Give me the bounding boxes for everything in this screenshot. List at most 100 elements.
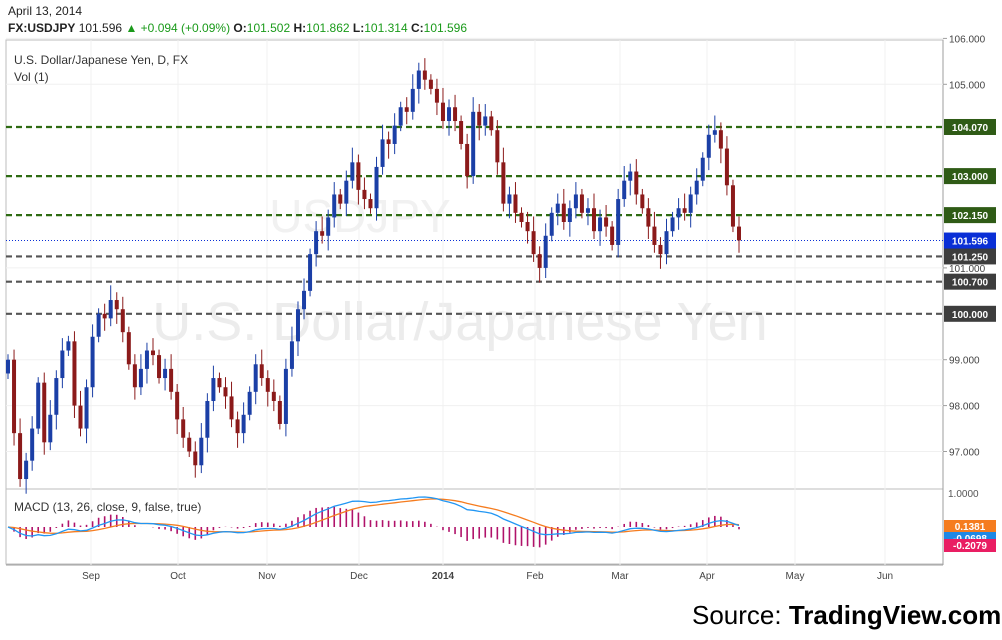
candle-body xyxy=(247,391,252,415)
level-label: 104.070 xyxy=(952,123,989,134)
candle-body xyxy=(585,208,590,213)
candle-body xyxy=(567,208,572,222)
candle-body xyxy=(507,194,512,204)
level-label: 103.000 xyxy=(952,172,989,183)
y-tick-label: 97.000 xyxy=(949,448,980,459)
candle-body xyxy=(453,107,458,122)
candle-body xyxy=(72,341,77,406)
candle-body xyxy=(163,368,168,379)
candle-body xyxy=(108,300,113,319)
candle-body xyxy=(6,359,10,374)
macd-value-tag xyxy=(944,539,996,552)
main-pane[interactable] xyxy=(5,39,944,490)
candle-body xyxy=(283,368,288,424)
candle-body xyxy=(628,171,633,181)
macd-value-tag xyxy=(944,520,996,533)
candle-body xyxy=(96,313,101,337)
candle-body xyxy=(471,111,476,177)
open-label: O: xyxy=(233,21,247,35)
candle-body xyxy=(265,378,270,392)
candle-body xyxy=(392,125,397,144)
candle-body xyxy=(350,162,355,181)
level-tag xyxy=(944,273,996,290)
candle-body xyxy=(114,300,119,310)
x-tick-label: May xyxy=(786,571,805,582)
candle-body xyxy=(36,382,41,429)
candle-body xyxy=(664,231,669,255)
candle-body xyxy=(531,231,536,255)
candle-body xyxy=(102,313,107,319)
x-tick-label: Oct xyxy=(170,571,186,582)
candle-body xyxy=(640,194,645,209)
candle-body xyxy=(495,130,500,163)
candle-body xyxy=(84,387,89,429)
candle-body xyxy=(302,290,307,310)
candle-body xyxy=(120,309,125,333)
candle-body xyxy=(144,350,149,369)
candle-body xyxy=(12,359,17,434)
candle-body xyxy=(169,368,174,392)
symbol-label[interactable]: FX:USDJPY xyxy=(8,21,76,35)
candle-body xyxy=(138,368,143,388)
watermark-text: U.S. Dollar/Japanese Yen xyxy=(152,292,767,352)
candle-body xyxy=(676,208,681,218)
candle-body xyxy=(332,194,337,218)
candle-body xyxy=(30,428,35,461)
candle-body xyxy=(622,180,627,200)
candle-body xyxy=(368,199,373,209)
close-label: C: xyxy=(410,21,424,35)
candle-body xyxy=(175,391,180,420)
chart-date: April 13, 2014 xyxy=(8,4,83,18)
candle-body xyxy=(193,451,198,466)
candle-body xyxy=(404,107,409,112)
macd-pane[interactable] xyxy=(5,488,944,565)
candles-layer[interactable] xyxy=(6,58,741,494)
level-tag xyxy=(944,207,996,224)
y-tick-label: 106.000 xyxy=(949,34,986,45)
candle-body xyxy=(579,194,584,213)
candle-body xyxy=(573,194,578,209)
candle-body xyxy=(187,437,192,452)
close-value: 101.596 xyxy=(423,21,468,35)
candle-body xyxy=(519,212,524,222)
candle-body xyxy=(326,217,331,236)
volume-label: Vol (1) xyxy=(14,70,49,84)
candle-body xyxy=(24,460,29,480)
source-name: TradingView.com xyxy=(788,600,1002,630)
source-prefix: Source: xyxy=(692,600,789,630)
candle-body xyxy=(241,414,246,434)
level-tag xyxy=(944,118,996,135)
candle-body xyxy=(54,378,59,415)
candle-body xyxy=(380,139,385,167)
candle-body xyxy=(447,107,452,122)
last-price-label: 101.596 xyxy=(952,237,989,248)
candle-body xyxy=(706,134,711,158)
level-label: 100.700 xyxy=(952,278,989,289)
candle-body xyxy=(459,121,464,144)
candle-body xyxy=(229,396,234,420)
candle-body xyxy=(48,414,53,443)
candle-body xyxy=(277,401,282,424)
candle-body xyxy=(90,336,95,388)
x-tick-label: Mar xyxy=(611,571,629,582)
candle-body xyxy=(537,254,542,268)
candle-body xyxy=(416,70,421,89)
candle-body xyxy=(126,332,131,365)
candle-body xyxy=(289,341,294,369)
candle-body xyxy=(271,391,276,402)
candle-body xyxy=(489,116,494,131)
macd-value-label: -0.2079 xyxy=(953,541,987,552)
candle-body xyxy=(561,203,566,222)
x-tick-label: Dec xyxy=(350,571,368,582)
candle-body xyxy=(259,364,264,379)
candle-body xyxy=(295,309,300,342)
candle-body xyxy=(712,130,717,135)
y-tick-label: 99.000 xyxy=(949,356,980,367)
low-value: 101.314 xyxy=(364,21,408,35)
candle-body xyxy=(150,350,155,356)
change-up-icon: ▲ xyxy=(125,21,138,35)
macd-layer: 0.1381-0.0698-0.2079 xyxy=(7,496,996,552)
candle-body xyxy=(223,387,228,397)
x-tick-label: Nov xyxy=(258,571,276,582)
